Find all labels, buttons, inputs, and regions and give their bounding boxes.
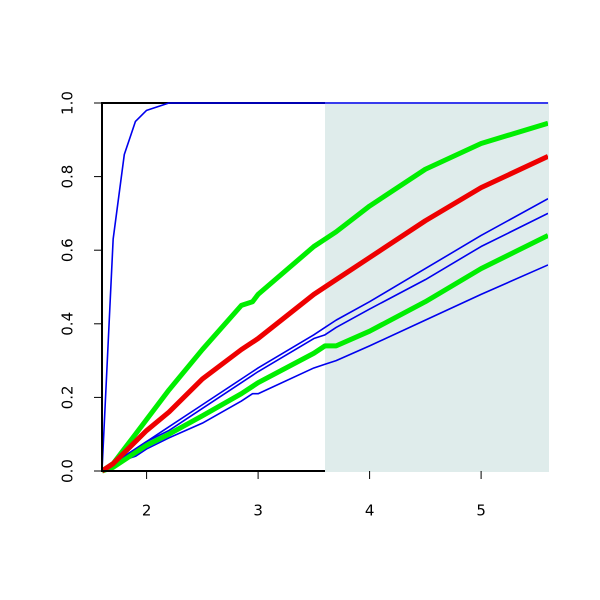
series-line <box>102 120 548 474</box>
x-tick-label: 3 <box>253 502 263 520</box>
y-tick-label: 0.8 <box>59 165 77 189</box>
series-line <box>102 212 548 472</box>
series-line <box>102 154 548 474</box>
y-tick-label: 0.0 <box>59 459 77 483</box>
x-tick-label: 5 <box>476 502 486 520</box>
shaded-region <box>325 102 549 472</box>
x-tick-label: 4 <box>365 502 375 520</box>
y-tick-label: 0.2 <box>59 385 77 409</box>
y-tick-label: 0.6 <box>59 238 77 262</box>
y-tick-label: 1.0 <box>59 91 77 115</box>
series-line <box>102 102 548 472</box>
y-tick-label: 0.4 <box>59 312 77 336</box>
series-line <box>102 233 548 474</box>
x-tick-label: 2 <box>142 502 152 520</box>
